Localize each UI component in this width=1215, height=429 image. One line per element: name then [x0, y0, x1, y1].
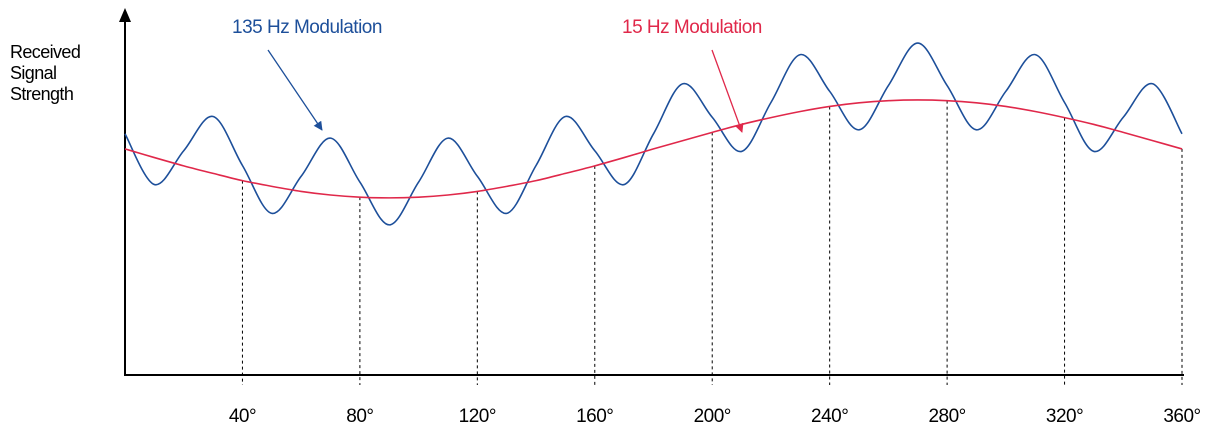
y-axis-arrow — [119, 8, 131, 22]
x-tick-label: 320° — [1046, 406, 1083, 427]
x-tick-label: 360° — [1163, 406, 1200, 427]
series-line — [124, 42, 1183, 226]
legend-label: 15 Hz Modulation — [622, 17, 762, 38]
series-line — [124, 99, 1183, 199]
x-tick-label: 120° — [459, 406, 496, 427]
x-tick-label: 40° — [229, 406, 256, 427]
x-tick-label: 160° — [576, 406, 613, 427]
x-tick-label: 200° — [694, 406, 731, 427]
y-axis-label: Received Signal Strength — [10, 42, 81, 104]
annotation-arrow — [711, 49, 744, 133]
x-tick-label: 240° — [811, 406, 848, 427]
annotation-arrow — [267, 49, 323, 131]
x-tick-label: 280° — [928, 406, 965, 427]
x-tick-label: 80° — [346, 406, 373, 427]
legend-label: 135 Hz Modulation — [232, 17, 382, 38]
